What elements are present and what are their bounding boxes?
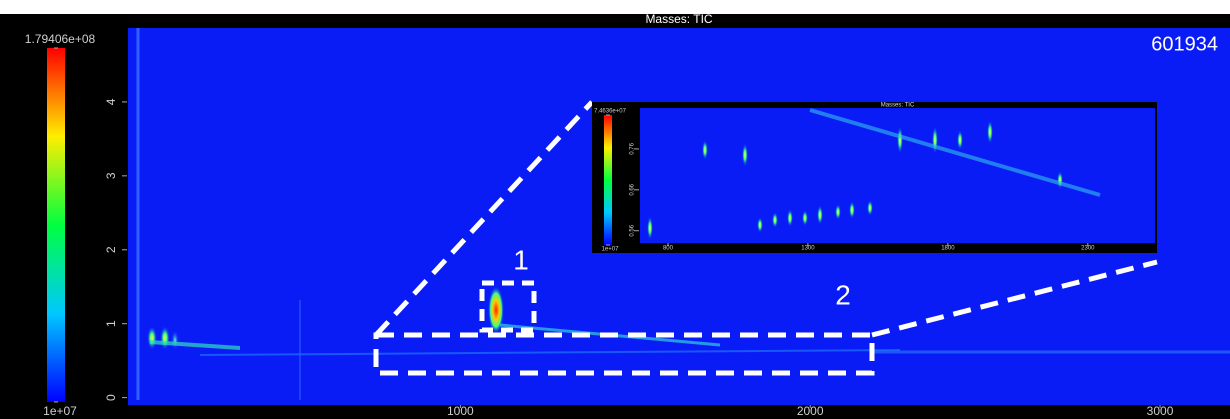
x-tick-label: 2000	[797, 404, 824, 418]
y-tick-label: 3	[104, 172, 118, 179]
annotation: 601934	[1151, 33, 1218, 55]
inset-plot-area	[640, 108, 1155, 243]
y-tick-label: 0.56	[630, 224, 636, 236]
y-tick-label: 2	[104, 246, 118, 253]
inset-chart: Masses: TIC 800 1300 1800 2300 0.56 0.66 0.76 1e…	[592, 102, 1157, 253]
chart-title: Masses: TIC	[645, 12, 712, 26]
colorbar-label: 1.79406e+08	[25, 32, 96, 46]
x-tick-label: 1300	[801, 246, 815, 252]
y-tick-label: 0.66	[630, 183, 636, 195]
y-tick-label: 4	[104, 98, 118, 105]
y-tick-label: 0	[104, 394, 118, 401]
top-strip	[0, 0, 1230, 14]
x-tick-label: 2300	[1081, 246, 1095, 252]
colorbar-label: 7.4636e+07	[594, 109, 627, 115]
x-tick-label: 1000	[447, 404, 474, 418]
colorbar	[47, 48, 65, 402]
y-tick-label: 1	[104, 320, 118, 327]
annotation: 2	[835, 279, 851, 310]
chart-title: Masses: TIC	[881, 103, 915, 109]
colorbar-label: 1e+07	[43, 404, 77, 418]
screenshot: Masses: TIC 1000 2000 3000 0 1 2 3 4 1e+07 1.79406…	[0, 0, 1230, 419]
colorbar-label: 1e+07	[602, 247, 620, 253]
x-tick-label: 800	[663, 246, 674, 252]
inset-colorbar	[604, 115, 612, 245]
x-tick-label: 3000	[1147, 404, 1174, 418]
y-tick-label: 0.76	[630, 142, 636, 154]
annotation: 1	[513, 244, 529, 275]
x-tick-label: 1800	[941, 246, 955, 252]
